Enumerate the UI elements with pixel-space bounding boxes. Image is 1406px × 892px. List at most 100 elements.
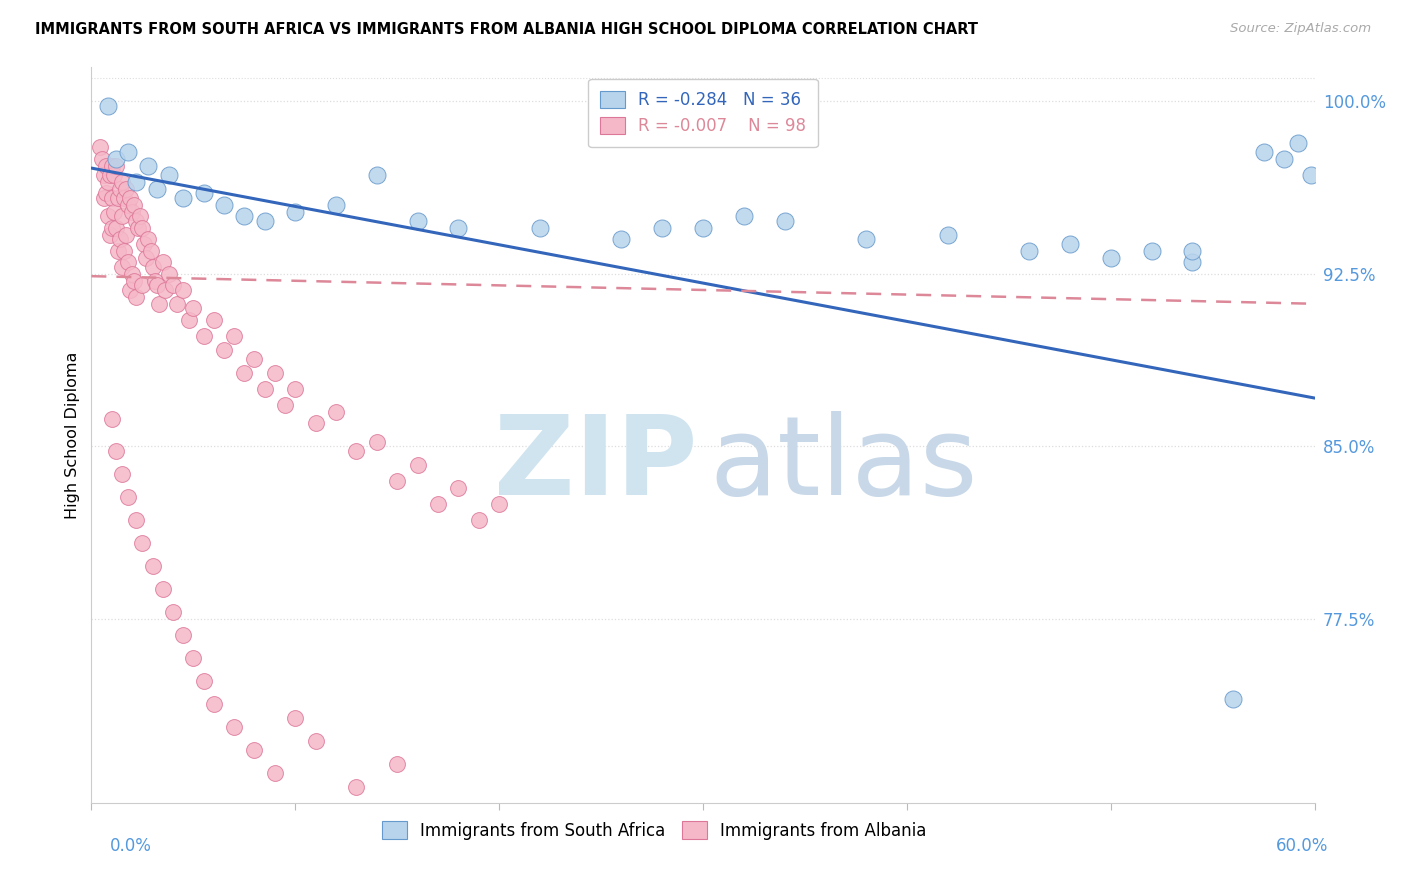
Point: [90, 152, 112, 166]
Point: [117, 198, 139, 212]
Point: [127, 220, 149, 235]
Point: [488, 497, 510, 511]
Point: [467, 513, 491, 527]
Point: [172, 283, 194, 297]
Point: [93, 168, 115, 182]
Point: [101, 411, 124, 425]
Point: [97, 99, 120, 113]
Point: [108, 182, 131, 196]
Text: 60.0%: 60.0%: [1277, 837, 1329, 855]
Point: [284, 204, 307, 219]
Point: [122, 274, 145, 288]
Point: [1253, 145, 1275, 159]
Point: [1272, 152, 1295, 166]
Point: [117, 255, 139, 269]
Point: [1140, 244, 1163, 258]
Point: [304, 417, 326, 431]
Point: [107, 191, 129, 205]
Point: [94, 159, 117, 173]
Point: [447, 220, 470, 235]
Point: [112, 244, 135, 258]
Point: [172, 628, 194, 642]
Point: [120, 191, 142, 205]
Point: [121, 204, 143, 219]
Point: [93, 191, 115, 205]
Point: [222, 329, 246, 343]
Point: [138, 159, 160, 173]
Point: [145, 182, 167, 196]
Point: [193, 329, 215, 343]
Point: [89, 140, 111, 154]
Point: [131, 536, 153, 550]
Point: [193, 673, 215, 688]
Point: [284, 382, 307, 396]
Point: [98, 227, 121, 242]
Point: [325, 198, 347, 212]
Point: [233, 366, 256, 380]
Point: [406, 214, 429, 228]
Point: [98, 168, 121, 182]
Point: [138, 232, 160, 246]
Point: [121, 267, 143, 281]
Point: [143, 274, 166, 288]
Point: [145, 278, 167, 293]
Point: [651, 220, 673, 235]
Point: [1018, 244, 1040, 258]
Point: [117, 490, 139, 504]
Point: [936, 227, 959, 242]
Point: [108, 232, 131, 246]
Text: Source: ZipAtlas.com: Source: ZipAtlas.com: [1230, 22, 1371, 36]
Point: [253, 382, 276, 396]
Point: [104, 152, 127, 166]
Point: [141, 260, 163, 274]
Point: [243, 743, 266, 757]
Point: [284, 711, 307, 725]
Y-axis label: High School Diploma: High School Diploma: [65, 351, 80, 518]
Point: [202, 313, 225, 327]
Point: [325, 405, 347, 419]
Point: [166, 297, 188, 311]
Point: [346, 444, 368, 458]
Point: [104, 220, 127, 235]
Point: [529, 220, 551, 235]
Point: [162, 278, 184, 293]
Point: [1099, 251, 1122, 265]
Point: [125, 290, 148, 304]
Point: [97, 210, 120, 224]
Point: [1299, 168, 1322, 182]
Point: [222, 720, 246, 734]
Text: 0.0%: 0.0%: [110, 837, 152, 855]
Point: [274, 398, 297, 412]
Point: [162, 605, 184, 619]
Point: [125, 214, 148, 228]
Point: [243, 351, 266, 366]
Point: [385, 756, 409, 771]
Point: [264, 366, 287, 380]
Point: [101, 191, 124, 205]
Point: [406, 458, 429, 472]
Point: [153, 283, 176, 297]
Point: [366, 434, 388, 449]
Point: [111, 175, 134, 189]
Point: [1222, 692, 1244, 706]
Point: [129, 210, 152, 224]
Point: [427, 497, 450, 511]
Point: [157, 267, 180, 281]
Point: [112, 191, 135, 205]
Point: [366, 168, 388, 182]
Point: [134, 237, 156, 252]
Point: [103, 204, 125, 219]
Point: [148, 297, 170, 311]
Point: [172, 191, 194, 205]
Point: [202, 697, 225, 711]
Point: [97, 175, 120, 189]
Point: [103, 168, 125, 182]
Point: [385, 474, 409, 488]
Point: [122, 198, 145, 212]
Point: [111, 467, 134, 481]
Point: [733, 210, 755, 224]
Point: [115, 227, 138, 242]
Point: [855, 232, 877, 246]
Point: [141, 558, 163, 573]
Point: [120, 283, 142, 297]
